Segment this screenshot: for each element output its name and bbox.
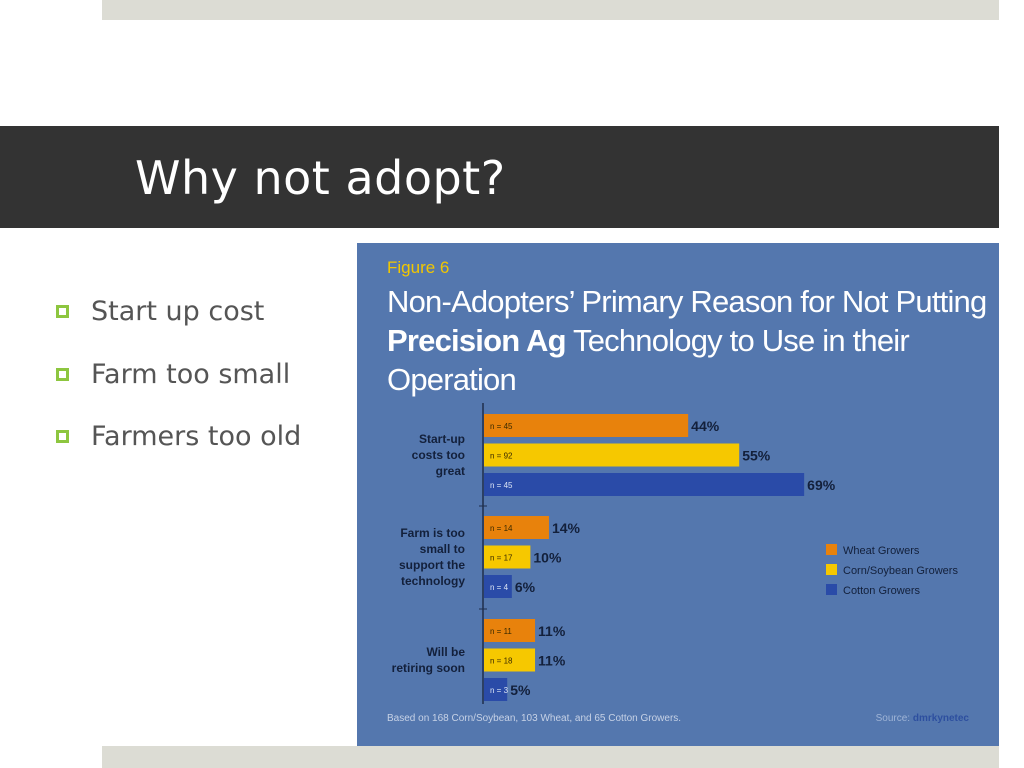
bar bbox=[484, 473, 805, 496]
legend-swatch bbox=[826, 584, 837, 595]
legend-label: Corn/Soybean Growers bbox=[843, 565, 958, 577]
bar-n-label: n = 45 bbox=[490, 481, 513, 490]
bar bbox=[484, 575, 512, 598]
chart-title: Non-Adopters’ Primary Reason for Not Put… bbox=[387, 282, 987, 399]
bar bbox=[484, 648, 536, 672]
category-label: Will be retiring soon bbox=[392, 645, 466, 675]
bar-n-label: n = 11 bbox=[490, 627, 512, 636]
bullet-square-icon bbox=[56, 430, 69, 443]
figure-label: Figure 6 bbox=[387, 258, 450, 277]
bar-value-label: 11% bbox=[538, 653, 566, 669]
bar bbox=[484, 619, 536, 642]
bar-n-label: n = 18 bbox=[490, 657, 513, 666]
bar-value-label: 10% bbox=[533, 550, 562, 566]
bullet-text: Start up cost bbox=[91, 296, 265, 327]
chart-title-part: Non-Adopters’ Primary Reason for Not Put… bbox=[387, 284, 987, 319]
bullet-text: Farmers too old bbox=[91, 421, 302, 452]
bullet-square-icon bbox=[56, 367, 69, 381]
bullet-square-icon bbox=[56, 305, 69, 318]
bar-value-label: 14% bbox=[552, 520, 581, 536]
bar-value-label: 44% bbox=[691, 418, 720, 434]
bullet-text: Farm too small bbox=[91, 358, 291, 390]
bar-value-label: 11% bbox=[538, 623, 566, 639]
bar bbox=[484, 443, 740, 467]
title-band bbox=[0, 126, 999, 228]
category-label: Farm is too small to support the technology bbox=[399, 526, 465, 588]
bottom-decor-bar bbox=[102, 746, 999, 768]
chart-figure: Figure 6 Non-Adopters’ Primary Reason fo… bbox=[357, 243, 999, 746]
top-decor-bar bbox=[102, 0, 999, 20]
bar bbox=[484, 516, 549, 539]
source-prefix: Source: bbox=[875, 713, 913, 724]
bar-value-label: 55% bbox=[742, 448, 771, 464]
legend-label: Cotton Growers bbox=[843, 585, 921, 597]
bar-n-label: n = 92 bbox=[490, 452, 513, 461]
legend-label: Wheat Growers bbox=[843, 545, 920, 557]
bar-value-label: 69% bbox=[807, 477, 836, 493]
bar-value-label: 6% bbox=[515, 579, 536, 595]
bar bbox=[484, 678, 508, 701]
bar bbox=[484, 545, 531, 569]
category-label: Start-up costs too great bbox=[412, 432, 465, 478]
bar-n-label: n = 3 bbox=[490, 686, 509, 695]
bar-n-label: n = 45 bbox=[490, 422, 513, 431]
bar-n-label: n = 4 bbox=[490, 583, 509, 592]
bar bbox=[484, 414, 689, 437]
legend-swatch bbox=[826, 564, 837, 575]
bar-n-label: n = 17 bbox=[490, 554, 513, 563]
bar-chart: Start-up costs too great n = 45 44% n = 92 55%… bbox=[392, 403, 958, 704]
chart-source: Source: dmrkynetec bbox=[876, 713, 969, 724]
legend-swatch bbox=[826, 544, 837, 555]
bar-n-label: n = 14 bbox=[490, 524, 513, 533]
bar-value-label: 5% bbox=[510, 682, 531, 698]
slide-title: Why not adopt? bbox=[135, 151, 506, 205]
chart-title-part: Technology to Use in their Operation bbox=[387, 323, 910, 397]
source-brand: dmrkynetec bbox=[912, 713, 969, 724]
chart-footnote: Based on 168 Corn/Soybean, 103 Wheat, an… bbox=[387, 713, 682, 724]
chart-title-bold: Precision Ag bbox=[387, 323, 567, 358]
